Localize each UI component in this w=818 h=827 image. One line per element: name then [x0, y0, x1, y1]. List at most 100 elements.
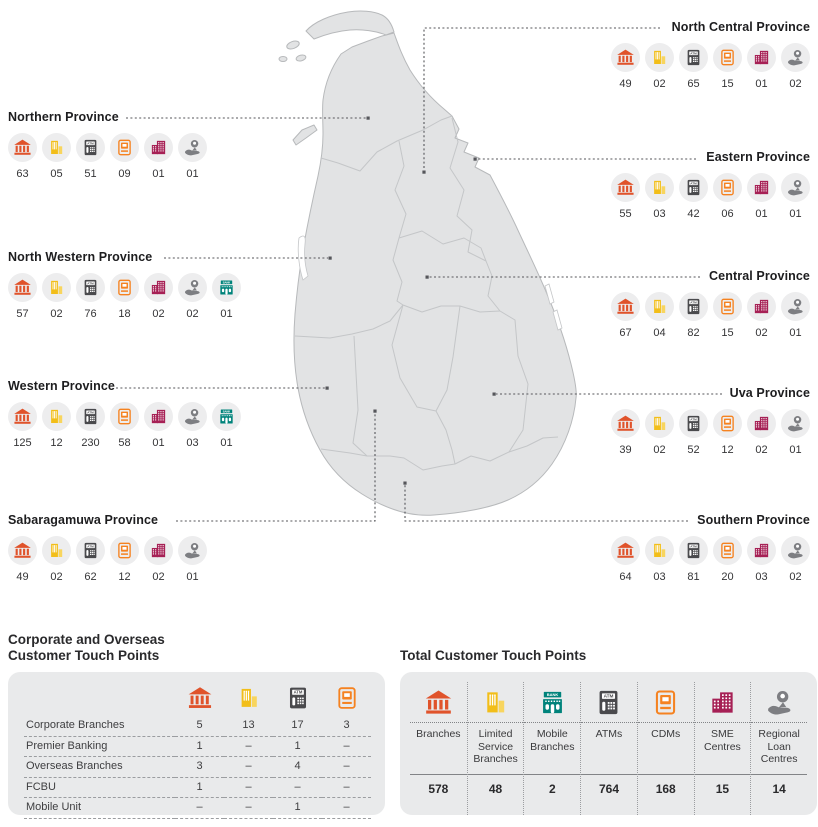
regional-loan-centre-icon [788, 542, 803, 559]
atm-icon: ATM [84, 408, 97, 425]
icon-circle [645, 409, 674, 438]
icon-circle [747, 173, 776, 202]
touchpoint-cell: 15 [713, 292, 742, 339]
cdm-icon [721, 415, 734, 432]
touchpoint-count: 81 [687, 571, 700, 583]
touchpoint-cell: 58 [110, 402, 139, 449]
islet [278, 56, 288, 62]
atm-icon: ATM [84, 139, 97, 156]
corporate-cell-value: 3 [175, 757, 224, 778]
icon-circle [713, 536, 742, 565]
icon-circle: ATM [76, 402, 105, 431]
islet [295, 54, 307, 62]
corporate-cell-value: – [322, 798, 371, 819]
east-lagoon [544, 283, 555, 305]
touchpoint-cell: 64 [611, 536, 640, 583]
corporate-cell-value: 4 [273, 757, 322, 778]
province-block: North Central Province 49 02 ATM 65 15 0… [611, 20, 810, 90]
corporate-cell-value: – [322, 778, 371, 798]
corporate-cell-value: – [224, 798, 273, 819]
corporate-cell-value: – [322, 737, 371, 757]
corporate-cell-value: – [175, 798, 224, 819]
touchpoint-cell: 03 [645, 536, 674, 583]
touchpoint-cell: 01 [781, 409, 810, 456]
total-touchpoints-table: Branches 578 Limited Service Branches 48 B… [400, 672, 817, 815]
corporate-table-title: Corporate and Overseas Customer Touch Po… [8, 632, 165, 663]
total-column-label: SME Centres [694, 723, 751, 775]
sme-centre-icon [151, 543, 166, 558]
touchpoint-count: 12 [118, 571, 131, 583]
total-column-icon [467, 682, 524, 723]
touchpoint-row: 64 03 ATM 81 20 03 02 [611, 536, 810, 583]
limited-service-branch-icon [487, 691, 505, 712]
limited-service-branch-icon [654, 416, 666, 430]
mobile-branch-icon: BANK [542, 691, 562, 713]
branch-icon [14, 408, 31, 424]
touchpoint-count: 62 [84, 571, 97, 583]
total-column-value: 168 [655, 782, 676, 796]
touchpoint-count: 58 [118, 437, 131, 449]
icon-circle [645, 292, 674, 321]
touchpoint-cell: ATM 51 [76, 133, 105, 180]
touchpoint-count: 230 [81, 437, 100, 449]
touchpoint-row: 67 04 ATM 82 15 02 01 [611, 292, 810, 339]
icon-circle [42, 402, 71, 431]
branch-icon [14, 139, 31, 155]
limited-service-branch-icon [51, 280, 63, 294]
touchpoint-cell: 02 [747, 409, 776, 456]
corporate-row-label: Premier Banking [24, 737, 175, 757]
touchpoint-row: 49 02 ATM 62 12 02 01 [8, 536, 207, 583]
icon-circle: ATM [679, 536, 708, 565]
total-column: CDMs 168 [636, 682, 694, 815]
province-title: Uva Province [729, 386, 810, 400]
icon-circle: BANK [212, 273, 241, 302]
touchpoint-cell: 12 [110, 536, 139, 583]
province-title: North Central Province [671, 20, 810, 34]
total-column-value: 764 [598, 782, 619, 796]
atm-icon: ATM [687, 542, 700, 559]
icon-circle [713, 292, 742, 321]
leader-lines [116, 27, 722, 522]
atm-icon: ATM [84, 542, 97, 559]
east-lagoon [552, 309, 563, 331]
atm-icon: ATM [84, 279, 97, 296]
touchpoint-count: 09 [118, 168, 131, 180]
touchpoint-count: 03 [186, 437, 199, 449]
corporate-cell-value: – [224, 757, 273, 778]
province-title: Eastern Province [706, 150, 810, 164]
touchpoint-cell: ATM 52 [679, 409, 708, 456]
atm-icon: ATM [687, 415, 700, 432]
sme-centre-icon [754, 50, 769, 65]
province-title: Central Province [709, 269, 810, 283]
touchpoint-count: 01 [755, 78, 768, 90]
touchpoint-cell: 02 [42, 273, 71, 320]
touchpoint-cell: 01 [781, 173, 810, 220]
regional-loan-centre-icon [767, 690, 791, 715]
touchpoint-count: 02 [755, 327, 768, 339]
touchpoint-count: 64 [619, 571, 632, 583]
icon-circle [781, 173, 810, 202]
touchpoint-cell: 67 [611, 292, 640, 339]
touchpoint-cell: 03 [747, 536, 776, 583]
icon-circle [611, 536, 640, 565]
total-column-label: Branches [410, 723, 467, 775]
cdm-icon [118, 139, 131, 156]
touchpoint-cell: 20 [713, 536, 742, 583]
touchpoint-count: 02 [186, 308, 199, 320]
corporate-cell-value: 1 [273, 798, 322, 819]
corporate-column-header [224, 680, 273, 716]
touchpoint-cell: 63 [8, 133, 37, 180]
touchpoint-count: 76 [84, 308, 97, 320]
svg-text:BANK: BANK [223, 280, 231, 284]
corporate-column-header [322, 680, 371, 716]
total-column-label: Regional Loan Centres [751, 723, 807, 775]
regional-loan-centre-icon [788, 415, 803, 432]
islet [286, 40, 300, 50]
icon-circle [645, 536, 674, 565]
regional-loan-centre-icon [185, 542, 200, 559]
province-block: Eastern Province 55 03 ATM 42 06 01 01 [611, 150, 810, 220]
province-block: Western Province 125 12 ATM 230 58 01 03… [8, 379, 241, 449]
touchpoint-cell: 02 [42, 536, 71, 583]
total-column-label: Mobile Branches [524, 723, 581, 775]
icon-circle [42, 536, 71, 565]
